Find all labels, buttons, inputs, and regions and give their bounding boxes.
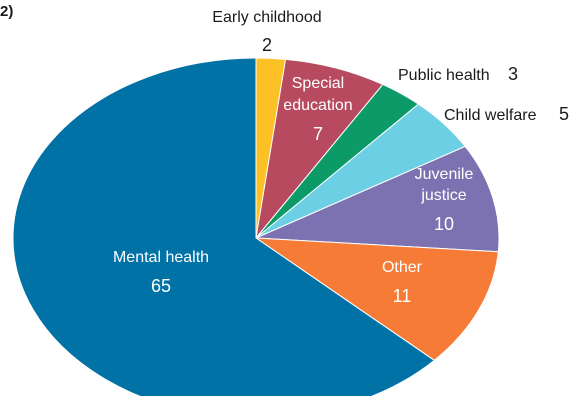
data-label-value-mental-health: 65 <box>151 276 171 296</box>
data-label-value-public-health: 3 <box>508 64 518 84</box>
data-label-early-childhood: Early childhood <box>212 9 321 26</box>
figure-label: 2) <box>0 3 13 20</box>
pie-slice-juvenile-justice <box>255 145 500 253</box>
data-label-mental-health: Mental health <box>113 249 209 266</box>
data-label-juvenile-justice-label-2: justice <box>420 187 466 204</box>
pie-slice-mental-health <box>12 57 436 401</box>
data-label-value-child-welfare: 5 <box>559 104 569 124</box>
data-label-special-education-label-2: education <box>283 97 352 114</box>
data-label-value-other: 11 <box>393 286 412 306</box>
data-label-special-education-label-1: Special <box>292 75 344 92</box>
data-label-other: Other <box>382 259 423 276</box>
data-label-value-early-childhood: 2 <box>262 35 272 55</box>
pie-labels: Early childhood 2 Special education 7 Public … <box>113 9 569 306</box>
data-label-value-special-education: 7 <box>313 124 323 144</box>
data-label-juvenile-justice-label-1: Juvenile <box>415 166 474 183</box>
data-label-public-health: Public health <box>398 67 490 84</box>
pie-slice-other <box>254 237 499 361</box>
pie-slices <box>12 57 500 401</box>
data-label-child-welfare: Child welfare <box>444 107 537 124</box>
data-label-value-juvenile-justice: 10 <box>434 214 454 234</box>
